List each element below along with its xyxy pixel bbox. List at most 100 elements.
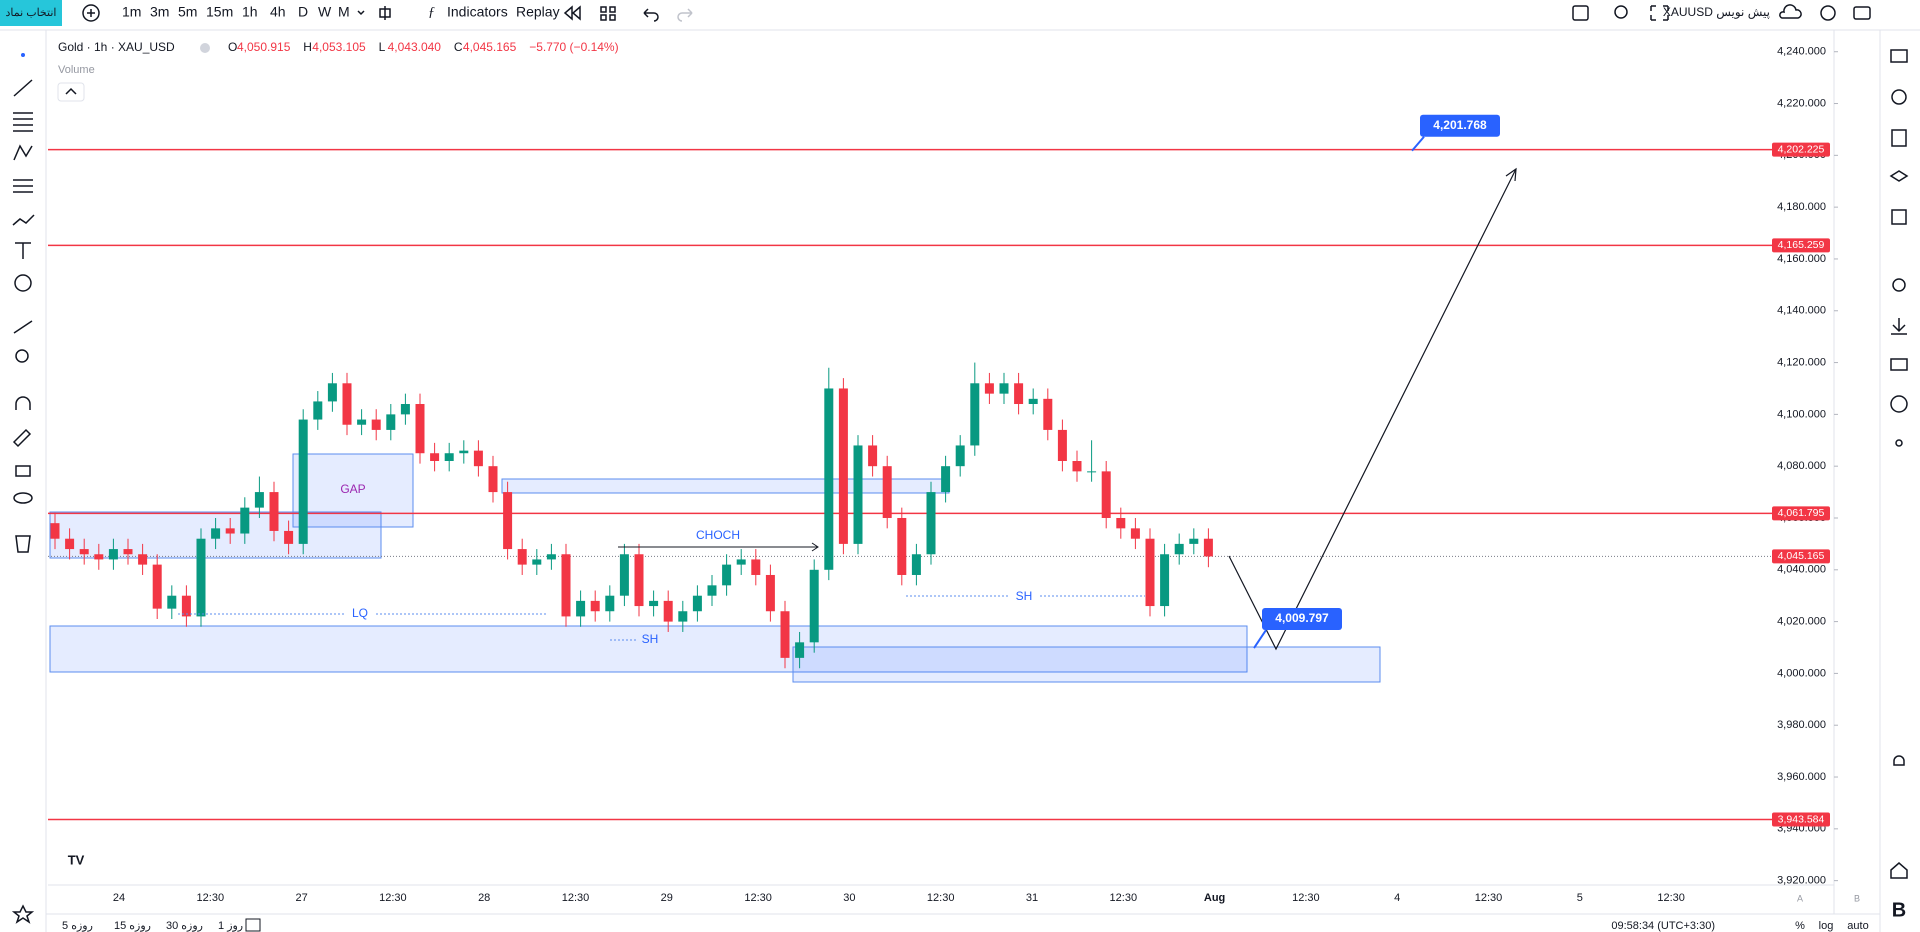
zone-box <box>792 646 1381 683</box>
text-tool[interactable] <box>15 242 31 259</box>
settings-top[interactable] <box>1820 5 1836 21</box>
candle-body <box>269 492 279 531</box>
fib-tool[interactable] <box>13 112 33 132</box>
fullscreen-box[interactable] <box>1572 5 1589 21</box>
interval[interactable]: 4h <box>270 4 286 20</box>
candle-body <box>1130 528 1140 539</box>
notifications[interactable] <box>1893 755 1905 766</box>
forecast-tool[interactable] <box>12 214 35 226</box>
legend-dot <box>200 43 210 53</box>
target-pointer <box>1411 136 1425 152</box>
target-label: 4,009.797 <box>1275 611 1329 625</box>
symbol-title: Gold · 1h · XAU_USD <box>58 40 175 54</box>
candle-body <box>65 538 75 550</box>
collapse-legend[interactable] <box>57 82 85 102</box>
layers[interactable] <box>1889 170 1909 182</box>
cloud[interactable] <box>1779 4 1802 19</box>
interval[interactable]: 1m <box>122 4 141 20</box>
y-tick-label: 4,040.000 <box>1777 564 1826 576</box>
candle-body <box>1014 383 1024 405</box>
wallet[interactable] <box>1890 358 1908 371</box>
trend-line-tool[interactable] <box>13 79 33 97</box>
home[interactable] <box>1890 862 1908 879</box>
auto-toggle[interactable]: auto <box>1847 920 1868 932</box>
target-pointer <box>1253 629 1267 649</box>
percent-toggle[interactable]: % <box>1795 920 1805 932</box>
replay[interactable]: Replay <box>516 4 560 20</box>
favorites-tool[interactable] <box>11 904 35 924</box>
candle-body <box>400 404 410 415</box>
range-button[interactable]: 30 روزه <box>166 920 203 932</box>
candle-body <box>984 383 994 394</box>
undo[interactable] <box>643 8 659 22</box>
range-button[interactable]: 1 روز <box>218 920 243 932</box>
ruler-tool[interactable] <box>13 320 33 334</box>
candle-body <box>649 600 659 607</box>
volume-label: Volume <box>58 64 95 76</box>
ohlc-key: O <box>228 40 237 54</box>
y-tick-label: 4,140.000 <box>1777 305 1826 317</box>
candle-body <box>473 450 483 467</box>
emoji-tool[interactable] <box>14 274 32 292</box>
candle-body <box>590 600 600 612</box>
interval[interactable]: 1h <box>242 4 258 20</box>
log-toggle[interactable]: log <box>1819 920 1834 932</box>
visibility-tool[interactable] <box>13 492 33 504</box>
x-tick-label: 4 <box>1394 892 1400 904</box>
interval[interactable]: 5m <box>178 4 197 20</box>
interval[interactable]: M <box>338 4 350 20</box>
draw-mode-tool[interactable] <box>12 428 32 448</box>
delete-tool[interactable] <box>15 535 31 553</box>
indicators[interactable]: Indicators <box>447 4 508 20</box>
candle-body <box>94 554 104 560</box>
symbol-button[interactable] <box>0 0 62 26</box>
share[interactable] <box>1895 439 1903 447</box>
add-symbol[interactable] <box>82 4 100 22</box>
x-tick-label: 12:30 <box>197 892 225 904</box>
interval[interactable]: 3m <box>150 4 169 20</box>
x-tick-label: 12:30 <box>1475 892 1503 904</box>
ohlc-legend: O 4,050.915 H 4,053.105 L 4,043.040 C 4,045.165… <box>200 40 619 54</box>
interval[interactable]: 15m <box>206 4 233 20</box>
x-tick-label: 12:30 <box>744 892 772 904</box>
candle-body <box>357 419 367 425</box>
projection-tool[interactable] <box>13 179 33 193</box>
candle-body <box>138 554 148 565</box>
search[interactable] <box>1614 5 1628 19</box>
candle-body <box>1072 461 1082 472</box>
settings[interactable] <box>1892 278 1906 292</box>
chart-type[interactable] <box>379 6 391 20</box>
zoom-tool[interactable] <box>15 349 29 363</box>
notes[interactable] <box>1891 129 1907 147</box>
profile[interactable] <box>1890 395 1908 413</box>
range-button[interactable]: 5 روزه <box>62 920 93 932</box>
candle-body <box>970 383 980 446</box>
download[interactable] <box>1891 318 1907 335</box>
alerts[interactable] <box>1891 89 1907 105</box>
interval[interactable]: W <box>318 4 332 20</box>
x-tick-label: 27 <box>295 892 307 904</box>
cursor-tool[interactable] <box>21 53 25 57</box>
calendar-button[interactable] <box>245 918 261 932</box>
snapshot[interactable] <box>1853 6 1871 20</box>
interval[interactable]: D <box>298 4 308 20</box>
draft-name[interactable]: XAUUSD پیش نویس <box>1663 5 1770 19</box>
calendar[interactable] <box>1891 209 1907 225</box>
candle-body <box>240 507 250 534</box>
magnet-tool[interactable] <box>15 396 31 410</box>
candle-body <box>897 517 907 575</box>
clock: 09:58:34 (UTC+3:30) <box>1611 920 1715 932</box>
range-button[interactable]: 15 روزه <box>114 920 151 932</box>
redo[interactable] <box>677 8 693 22</box>
symbol-button-label[interactable]: انتخاب نماد <box>6 7 57 19</box>
pattern-tool[interactable] <box>13 144 33 161</box>
lock-tool[interactable] <box>15 465 31 477</box>
layouts[interactable] <box>600 6 616 21</box>
candle-body <box>751 559 761 575</box>
y-tick-label: 4,240.000 <box>1777 46 1826 58</box>
watchlist[interactable] <box>1890 49 1908 63</box>
interval-dropdown[interactable] <box>357 10 365 16</box>
expand[interactable] <box>1650 5 1669 21</box>
candle-body <box>488 466 498 493</box>
